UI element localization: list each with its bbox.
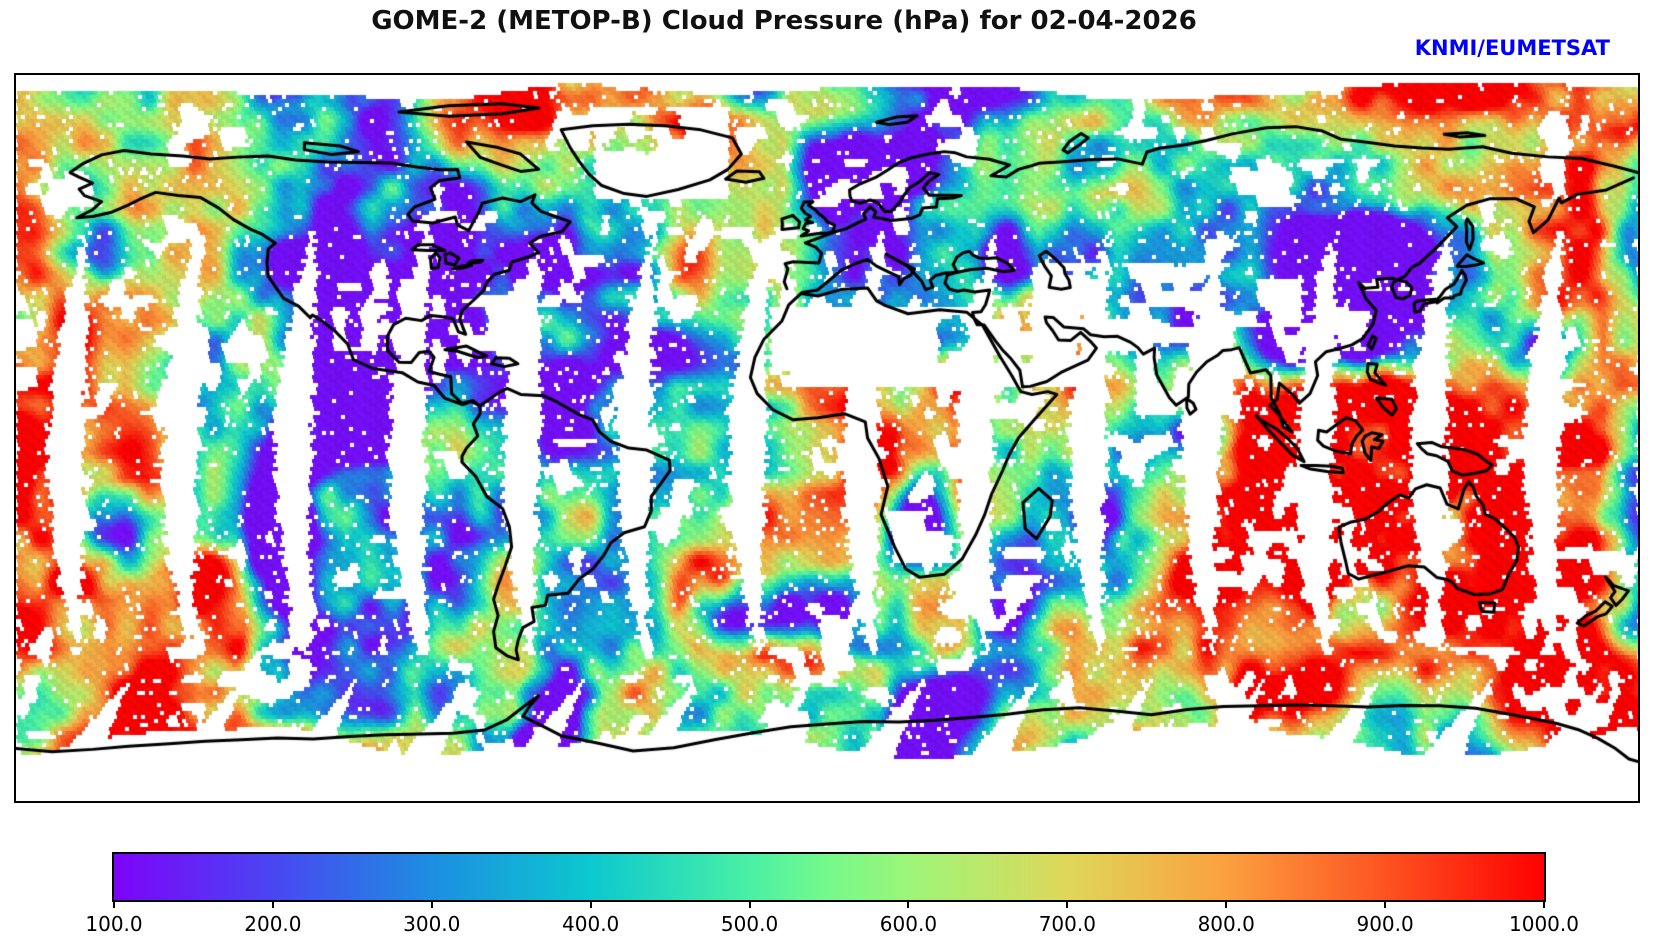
map-frame [14,73,1640,803]
colorbar-tick-mark [1066,900,1069,908]
colorbar-tick-label: 400.0 [562,912,620,936]
colorbar-tick-mark [430,900,433,908]
colorbar-tick-label: 200.0 [244,912,302,936]
colorbar-tick-label: 500.0 [720,912,779,936]
colorbar-gradient [114,854,1544,900]
colorbar-tick-mark [1225,900,1228,908]
colorbar-tick-label: 100.0 [85,912,143,936]
colorbar-tick-mark [1543,900,1545,908]
colorbar-tick-mark [748,900,751,908]
colorbar-tick-label: 900.0 [1356,912,1414,936]
colorbar: 100.0 200.0 300.0 400.0 500.0 600.0 700.0 800.0… [85,852,1579,936]
colorbar-tick-label: 300.0 [403,912,461,936]
colorbar-tick-mark [907,900,910,908]
attribution-label: KNMI/EUMETSAT [1414,36,1610,60]
colorbar-tick-mark [589,900,592,908]
colorbar-tick-label: 600.0 [879,912,938,936]
colorbar-tick-mark [113,900,115,908]
colorbar-tick-mark [1384,900,1387,908]
colorbar-tick-label: 1000.0 [1509,912,1579,936]
plot-title: GOME-2 (METOP-B) Cloud Pressure (hPa) fo… [371,6,1197,36]
world-map-canvas [16,75,1638,801]
colorbar-tick-label: 800.0 [1197,912,1255,936]
colorbar-tick-mark [271,900,274,908]
colorbar-tick-label: 700.0 [1038,912,1096,936]
